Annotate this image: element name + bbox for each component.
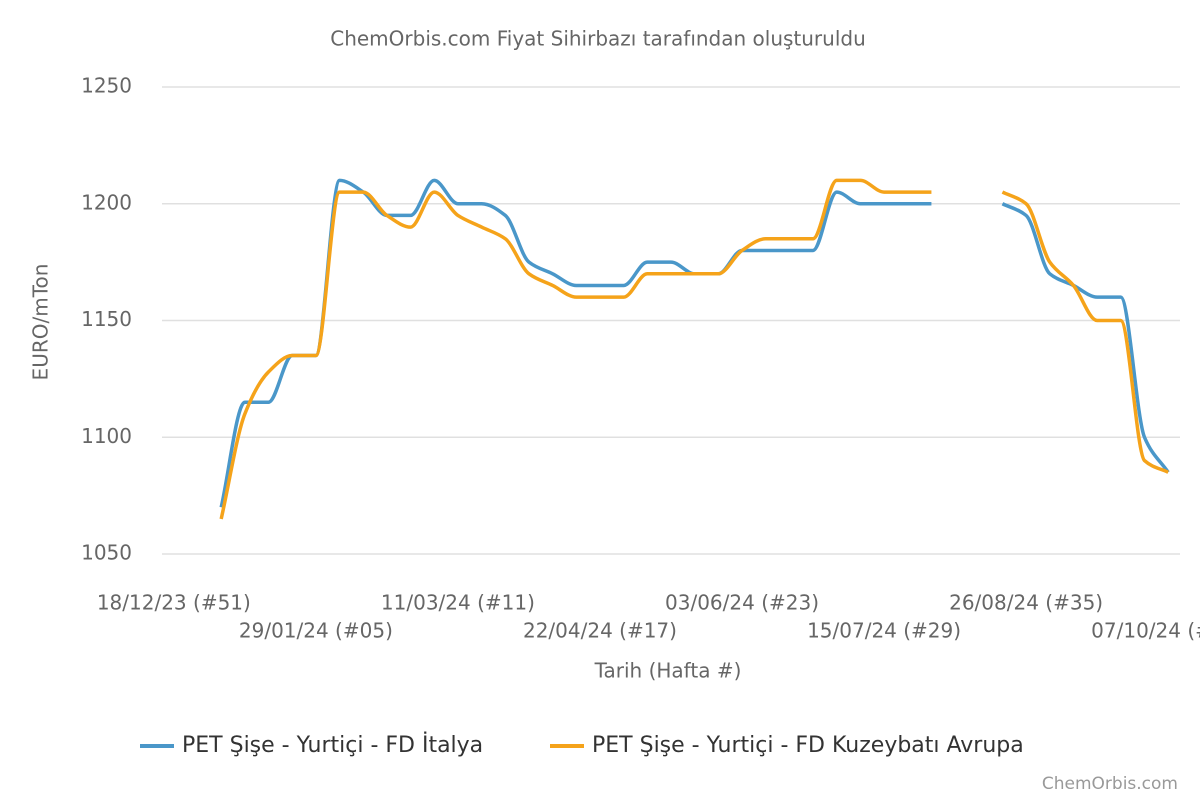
y-axis-title: EURO/mTon bbox=[29, 264, 53, 381]
x-tick-label: 15/07/24 (#29) bbox=[807, 619, 961, 643]
line-segment bbox=[1001, 202, 1170, 474]
chart-title: ChemOrbis.com Fiyat Sihirbazı tarafından… bbox=[330, 27, 866, 51]
x-tick-label: 03/06/24 (#23) bbox=[665, 591, 819, 615]
x-tick-label: 26/08/24 (#35) bbox=[949, 591, 1103, 615]
y-tick-label: 1150 bbox=[81, 307, 132, 331]
x-tick-label: 11/03/24 (#11) bbox=[381, 591, 535, 615]
credit: ChemOrbis.com bbox=[1042, 774, 1178, 794]
line-segment bbox=[219, 178, 932, 508]
y-tick-label: 1250 bbox=[81, 74, 132, 98]
line-segment bbox=[1001, 190, 1169, 474]
y-tick-label: 1050 bbox=[81, 541, 132, 565]
x-tick-label: 07/10/24 (#41) bbox=[1091, 619, 1200, 643]
y-tick-label: 1100 bbox=[81, 424, 132, 448]
y-tick-label: 1200 bbox=[81, 190, 132, 214]
x-tick-label: 18/12/23 (#51) bbox=[97, 591, 251, 615]
x-tick-label: 29/01/24 (#05) bbox=[239, 619, 393, 643]
legend-label: PET Şişe - Yurtiçi - FD İtalya bbox=[182, 732, 483, 758]
legend-label: PET Şişe - Yurtiçi - FD Kuzeybatı Avrupa bbox=[592, 733, 1024, 758]
line-segment bbox=[219, 178, 932, 520]
x-tick-label: 22/04/24 (#17) bbox=[523, 619, 677, 643]
x-axis-title: Tarih (Hafta #) bbox=[594, 659, 742, 683]
